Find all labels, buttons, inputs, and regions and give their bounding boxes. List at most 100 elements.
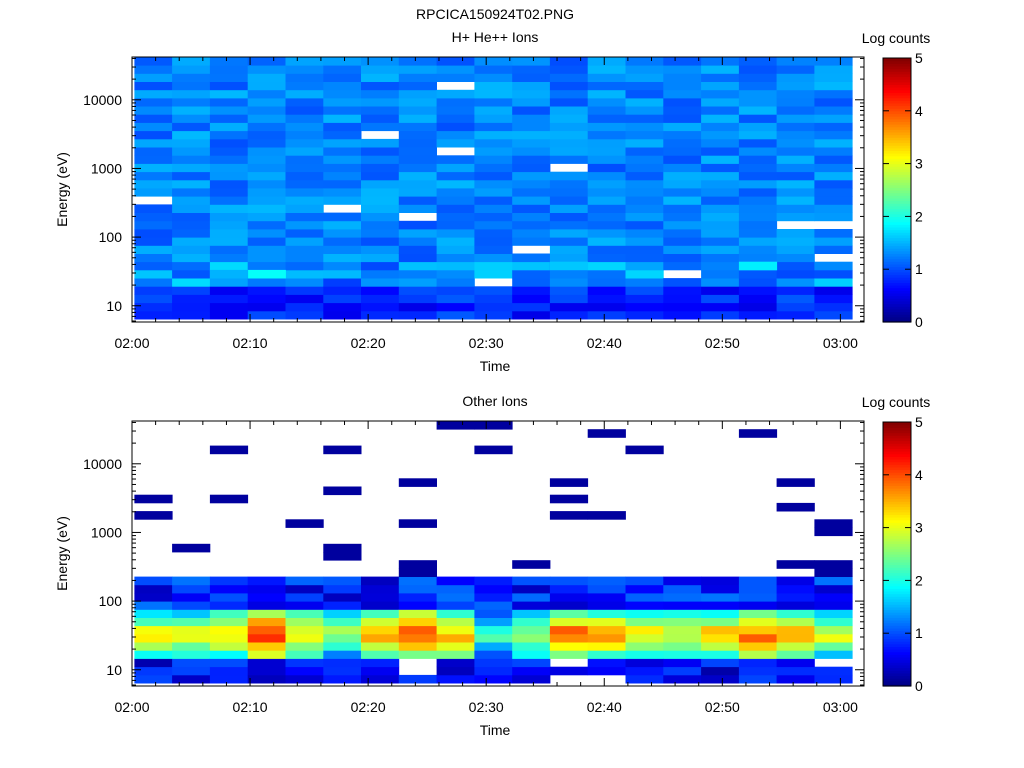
heatmap-cell bbox=[549, 302, 589, 312]
heatmap-cell bbox=[738, 666, 778, 676]
heatmap-cell bbox=[587, 163, 626, 173]
heatmap-cell bbox=[474, 625, 513, 635]
heatmap-cell bbox=[549, 269, 589, 279]
heatmap-cell bbox=[247, 73, 286, 82]
colorbar-segment bbox=[883, 248, 911, 252]
heatmap-cell bbox=[474, 310, 513, 320]
heatmap-cell bbox=[663, 57, 702, 66]
colorbar: 0 1 2 3 4 5 bbox=[882, 50, 923, 330]
heatmap-cell bbox=[814, 674, 853, 684]
heatmap-cell bbox=[738, 625, 778, 635]
heatmap-cell bbox=[814, 278, 853, 287]
heatmap-cell bbox=[323, 576, 362, 586]
heatmap-cell bbox=[134, 593, 173, 602]
heatmap-cell bbox=[436, 261, 475, 271]
colorbar-segment bbox=[883, 424, 911, 428]
heatmap-cell bbox=[285, 204, 324, 213]
heatmap-cell bbox=[625, 245, 664, 254]
colorbar-segment bbox=[883, 287, 911, 291]
heatmap-cells bbox=[134, 421, 853, 684]
heatmap-cell bbox=[209, 245, 249, 254]
heatmap-cell bbox=[738, 584, 778, 594]
heatmap-cell bbox=[776, 179, 815, 189]
colorbar-segment bbox=[883, 150, 911, 154]
heatmap-cell bbox=[323, 593, 362, 602]
colorbar-segment bbox=[883, 211, 911, 215]
heatmap-cell bbox=[625, 130, 664, 140]
colorbar-segment bbox=[883, 311, 911, 315]
heatmap-cell bbox=[361, 601, 400, 610]
heatmap-cell bbox=[172, 269, 211, 279]
heatmap-cell bbox=[247, 674, 286, 684]
x-tick-label: 02:20 bbox=[351, 699, 386, 715]
colorbar-tick-label: 3 bbox=[915, 156, 923, 172]
heatmap-cell bbox=[738, 81, 778, 91]
heatmap-cell bbox=[134, 633, 173, 643]
heatmap-cell bbox=[814, 593, 853, 602]
heatmap-cell bbox=[587, 253, 626, 263]
colorbar-segment bbox=[883, 532, 911, 537]
heatmap-cell bbox=[474, 196, 513, 205]
heatmap-cell bbox=[814, 576, 853, 586]
heatmap-cell bbox=[663, 625, 702, 635]
heatmap-cell bbox=[209, 163, 249, 173]
heatmap-cell bbox=[776, 81, 815, 91]
heatmap-cell bbox=[323, 650, 362, 659]
heatmap-cell bbox=[549, 294, 589, 304]
heatmap-cell bbox=[814, 114, 853, 123]
heatmap-cell bbox=[587, 81, 626, 91]
heatmap-cell bbox=[738, 674, 778, 684]
heatmap-cell bbox=[776, 642, 815, 651]
heatmap-cell bbox=[285, 294, 324, 304]
heatmap-cell bbox=[361, 609, 400, 618]
heatmap-cell bbox=[814, 294, 853, 304]
heatmap-cell bbox=[398, 65, 437, 74]
heatmap-cell bbox=[134, 642, 173, 651]
heatmap-cell bbox=[436, 576, 475, 586]
heatmap-cell bbox=[285, 73, 324, 82]
heatmap-cell bbox=[398, 188, 437, 197]
heatmap-cell bbox=[361, 171, 400, 181]
heatmap-cell bbox=[738, 429, 778, 438]
heatmap-cell bbox=[738, 171, 778, 181]
heatmap-cell bbox=[776, 560, 815, 569]
heatmap-cell bbox=[285, 310, 324, 320]
heatmap-cell bbox=[625, 253, 664, 263]
heatmap-cell bbox=[209, 642, 249, 651]
heatmap-cell bbox=[512, 229, 551, 238]
colorbar-segment bbox=[883, 643, 911, 647]
heatmap-cell bbox=[285, 519, 324, 528]
heatmap-cell bbox=[512, 212, 551, 222]
heatmap-cell bbox=[247, 261, 286, 271]
heatmap-cell bbox=[285, 163, 324, 173]
heatmap-cell bbox=[814, 65, 853, 74]
colorbar-segment bbox=[883, 184, 911, 188]
heatmap-cell bbox=[512, 237, 551, 246]
heatmap-cell bbox=[436, 89, 475, 99]
heatmap-cell bbox=[625, 106, 664, 115]
heatmap-cell bbox=[398, 609, 437, 618]
heatmap-cell bbox=[625, 138, 664, 148]
heatmap-cell bbox=[663, 130, 702, 140]
colorbar-segment bbox=[883, 598, 911, 603]
heatmap-cell bbox=[436, 57, 475, 66]
colorbar-segment bbox=[883, 524, 911, 529]
heatmap-cell bbox=[172, 89, 211, 99]
heatmap-cell bbox=[474, 220, 513, 230]
colorbar-segment bbox=[883, 590, 911, 595]
heatmap-cell bbox=[436, 294, 475, 304]
heatmap-cell bbox=[172, 220, 211, 230]
heatmap-cell bbox=[323, 617, 362, 627]
heatmap-cell bbox=[738, 57, 778, 66]
heatmap-cell bbox=[172, 302, 211, 312]
heatmap-cell bbox=[398, 114, 437, 123]
heatmap-cell bbox=[738, 220, 778, 230]
heatmap-cell bbox=[814, 147, 853, 156]
heatmap-cell bbox=[701, 188, 740, 197]
heatmap-cell bbox=[549, 65, 589, 74]
colorbar-segment bbox=[883, 221, 911, 225]
heatmap-cell bbox=[512, 57, 551, 66]
heatmap-cell bbox=[625, 73, 664, 82]
colorbar-segment bbox=[883, 551, 911, 555]
x-tick-label: 02:20 bbox=[351, 335, 386, 351]
